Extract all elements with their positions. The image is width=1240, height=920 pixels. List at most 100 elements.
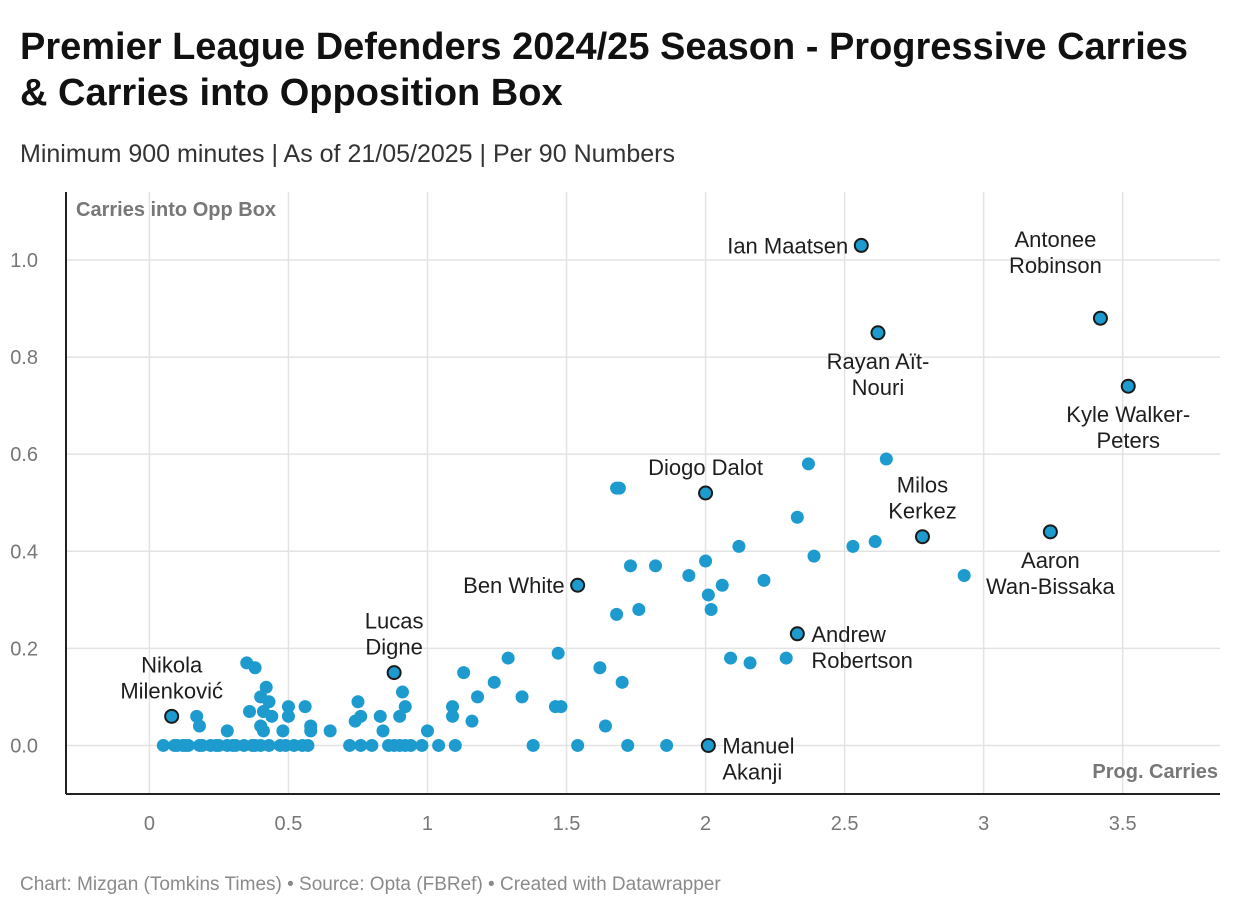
data-point <box>448 738 462 752</box>
point-label: Andrew Robertson <box>811 622 913 673</box>
data-point <box>248 661 262 675</box>
data-point <box>868 535 882 549</box>
x-tick-label: 0 <box>144 813 155 835</box>
data-point <box>420 724 434 738</box>
highlighted-point <box>698 485 714 501</box>
data-point <box>623 559 637 573</box>
data-point <box>404 738 418 752</box>
point-label: Lucas Digne <box>365 609 424 660</box>
data-point <box>343 738 357 752</box>
data-point <box>632 603 646 617</box>
data-point <box>457 666 471 680</box>
highlighted-point <box>914 529 930 545</box>
data-point <box>415 738 429 752</box>
data-point <box>957 569 971 583</box>
data-point <box>446 700 460 714</box>
data-point <box>354 709 368 723</box>
data-point <box>281 700 295 714</box>
point-labels: Ian Maatsen Antonee Robinson Rayan Aït-Nour… <box>120 227 1190 784</box>
data-point <box>220 724 234 738</box>
y-tick-label: 1.0 <box>10 250 38 272</box>
point-label: Ian Maatsen <box>727 233 848 258</box>
data-point <box>807 549 821 563</box>
point-label: Antonee Robinson <box>1009 227 1102 278</box>
point-label: Rayan Aït-Nouri <box>827 349 930 400</box>
data-point <box>259 680 273 694</box>
data-point <box>732 539 746 553</box>
data-point <box>265 709 279 723</box>
data-point <box>398 700 412 714</box>
data-point <box>501 651 515 665</box>
data-point <box>846 539 860 553</box>
highlighted-point <box>570 577 586 593</box>
highlighted-point <box>789 626 805 642</box>
data-point <box>621 738 635 752</box>
data-point <box>323 724 337 738</box>
data-point <box>276 724 290 738</box>
highlighted-point <box>1092 310 1108 326</box>
x-axis-title: Prog. Carries <box>1092 761 1218 783</box>
y-tick-label: 0.4 <box>10 541 38 563</box>
data-point <box>256 724 270 738</box>
highlighted-point <box>1042 524 1058 540</box>
data-point <box>757 573 771 587</box>
y-tick-label: 0.0 <box>10 735 38 757</box>
data-point <box>192 719 206 733</box>
x-tick-label: 0.5 <box>275 813 303 835</box>
data-point <box>724 651 738 665</box>
data-point <box>262 738 276 752</box>
data-point <box>156 738 170 752</box>
point-label: Nikola Milenković <box>120 652 223 703</box>
axes: 0 0.5 1 1.5 2 2.5 3 3.5 0.0 0.2 0.4 0.6 0.8 1.0 Carrie… <box>10 192 1220 835</box>
highlighted-point <box>164 708 180 724</box>
data-point <box>471 690 485 704</box>
data-point <box>660 738 674 752</box>
data-point <box>351 695 365 709</box>
point-label: Aaron Wan-Bissaka <box>986 548 1116 599</box>
data-point <box>465 714 479 728</box>
data-point <box>704 603 718 617</box>
data-point <box>515 690 529 704</box>
data-point <box>743 656 757 670</box>
highlighted-point <box>1120 378 1136 394</box>
data-point <box>701 588 715 602</box>
y-tick-label: 0.8 <box>10 347 38 369</box>
highlighted-point <box>700 737 716 753</box>
point-label: Diogo Dalot <box>648 455 763 480</box>
data-point <box>365 738 379 752</box>
data-point <box>243 704 257 718</box>
y-tick-label: 0.2 <box>10 638 38 660</box>
data-points <box>156 237 1136 753</box>
chart-subtitle: Minimum 900 minutes | As of 21/05/2025 |… <box>20 140 675 168</box>
data-point <box>446 709 460 723</box>
data-point <box>395 685 409 699</box>
x-tick-label: 2 <box>700 813 711 835</box>
data-point <box>262 695 276 709</box>
data-point <box>779 651 793 665</box>
x-tick-label: 1 <box>422 813 433 835</box>
data-point <box>879 452 893 466</box>
highlighted-point <box>870 325 886 341</box>
data-point <box>715 578 729 592</box>
data-point <box>612 481 626 495</box>
y-axis-title: Carries into Opp Box <box>76 199 276 221</box>
data-point <box>354 738 368 752</box>
data-point <box>801 457 815 471</box>
highlighted-point <box>853 237 869 253</box>
grid-lines <box>66 192 1220 794</box>
data-point <box>649 559 663 573</box>
x-tick-label: 2.5 <box>831 813 859 835</box>
x-tick-label: 3 <box>978 813 989 835</box>
point-label: Manuel Akanji <box>722 733 794 784</box>
data-point <box>682 569 696 583</box>
chart-credit: Chart: Mizgan (Tomkins Times) • Source: … <box>20 874 721 895</box>
data-point <box>432 738 446 752</box>
highlighted-point <box>386 665 402 681</box>
point-label: Ben White <box>463 573 565 598</box>
y-tick-label: 0.6 <box>10 444 38 466</box>
data-point <box>301 738 315 752</box>
data-point <box>593 661 607 675</box>
data-point <box>615 675 629 689</box>
data-point <box>610 607 624 621</box>
